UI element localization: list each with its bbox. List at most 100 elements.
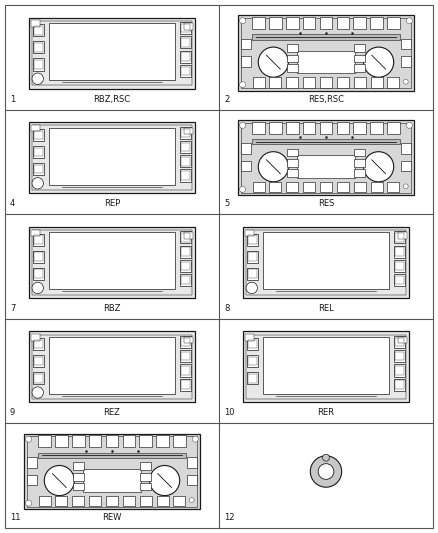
Circle shape	[246, 282, 258, 294]
Bar	[336, 122, 349, 134]
Circle shape	[240, 18, 246, 24]
Circle shape	[240, 122, 246, 128]
Bar	[35, 26, 42, 35]
Bar	[303, 122, 315, 134]
Bar	[181, 352, 190, 360]
Bar	[337, 77, 349, 88]
Bar	[27, 437, 197, 506]
Bar	[354, 169, 365, 176]
Bar	[401, 39, 410, 50]
Bar	[336, 17, 349, 29]
Bar	[286, 64, 298, 72]
Bar	[286, 169, 298, 176]
Circle shape	[258, 152, 288, 182]
Bar	[180, 260, 191, 272]
Bar	[247, 268, 258, 280]
Bar	[181, 247, 190, 256]
Bar	[173, 496, 185, 506]
Circle shape	[150, 465, 180, 496]
Bar	[28, 457, 37, 468]
Bar	[24, 434, 200, 509]
Bar	[49, 232, 175, 289]
Bar	[247, 372, 258, 384]
Bar	[303, 182, 315, 192]
Circle shape	[26, 500, 32, 506]
Circle shape	[322, 454, 329, 461]
Bar	[320, 17, 332, 29]
Bar	[184, 337, 193, 343]
Bar	[184, 23, 193, 29]
Bar	[243, 227, 410, 298]
Bar	[252, 122, 265, 134]
Bar	[187, 457, 197, 468]
Bar	[35, 236, 42, 244]
Bar	[245, 230, 254, 236]
Circle shape	[310, 456, 342, 487]
Bar	[180, 336, 191, 348]
Text: 9: 9	[10, 408, 15, 417]
Bar	[394, 378, 405, 391]
Bar	[156, 496, 169, 506]
Bar	[28, 18, 195, 88]
Bar	[241, 56, 251, 67]
Bar	[354, 182, 366, 192]
Bar	[354, 44, 365, 52]
Bar	[269, 77, 282, 88]
Bar	[180, 127, 191, 139]
Bar	[33, 355, 44, 367]
Bar	[180, 378, 191, 391]
Bar	[32, 21, 192, 85]
Bar	[396, 276, 403, 284]
Bar	[371, 182, 382, 192]
Bar	[354, 64, 365, 72]
Bar	[394, 350, 405, 362]
Bar	[394, 231, 405, 244]
Bar	[181, 52, 190, 61]
Bar	[253, 77, 265, 88]
Bar	[31, 230, 40, 236]
Text: RER: RER	[318, 408, 335, 417]
Bar	[55, 435, 68, 447]
Bar	[246, 335, 406, 399]
Bar	[184, 128, 193, 134]
Bar	[243, 332, 410, 402]
Bar	[353, 122, 366, 134]
Bar	[139, 435, 152, 447]
Bar	[248, 374, 257, 383]
Bar	[320, 122, 332, 134]
Text: REL: REL	[318, 304, 334, 313]
Bar	[33, 372, 44, 384]
Bar	[180, 350, 191, 362]
Bar	[28, 227, 195, 298]
Bar	[286, 54, 298, 62]
Bar	[31, 125, 40, 132]
Bar	[181, 171, 190, 180]
Bar	[28, 122, 195, 193]
Bar	[241, 143, 251, 154]
Bar	[303, 17, 315, 29]
Bar	[286, 17, 299, 29]
Bar	[248, 357, 257, 366]
Bar	[354, 77, 366, 88]
Bar	[180, 65, 191, 77]
Bar	[32, 230, 192, 295]
Bar	[388, 182, 399, 192]
Bar	[35, 340, 42, 349]
Bar	[49, 337, 175, 394]
Text: RES: RES	[318, 199, 334, 208]
Bar	[241, 123, 411, 193]
Bar	[35, 165, 42, 173]
Bar	[33, 25, 44, 36]
Bar	[269, 182, 282, 192]
Bar	[387, 17, 400, 29]
Bar	[180, 365, 191, 376]
Bar	[286, 149, 298, 156]
Bar	[73, 483, 84, 490]
Bar	[173, 435, 186, 447]
Text: 11: 11	[10, 513, 21, 522]
Bar	[353, 17, 366, 29]
Bar	[248, 253, 257, 261]
Bar	[56, 496, 67, 506]
Bar	[32, 125, 192, 190]
Bar	[180, 274, 191, 286]
